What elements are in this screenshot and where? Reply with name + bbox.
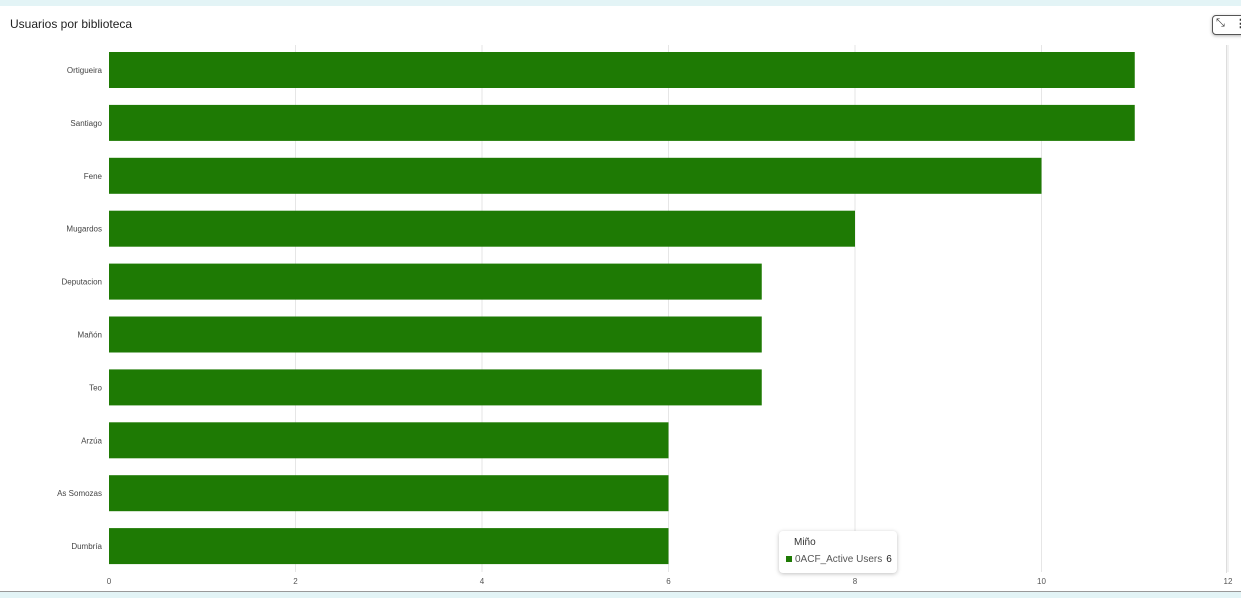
bar — [109, 104, 1135, 141]
more-vertical-icon[interactable]: ⋮ — [1235, 18, 1241, 30]
x-tick-label: 6 — [666, 577, 671, 586]
x-tick-label: 0 — [107, 577, 112, 586]
side-divider — [1226, 45, 1227, 573]
bar — [109, 263, 762, 300]
x-tick-label: 12 — [1224, 577, 1233, 586]
tooltip-row: 0ACF_Active Users 6 — [786, 554, 892, 565]
bar — [109, 316, 762, 353]
y-category-label: Ortigueira — [67, 66, 103, 75]
y-category-label: Deputacion — [62, 278, 102, 287]
bar — [109, 210, 855, 247]
bar — [109, 475, 669, 512]
y-category-label: Arzúa — [81, 436, 102, 445]
x-tick-label: 4 — [480, 577, 485, 586]
bar — [109, 157, 1042, 194]
y-category-label: Dumbría — [71, 542, 102, 551]
x-tick-label: 10 — [1037, 577, 1046, 586]
bar — [109, 369, 762, 406]
tooltip: Miño 0ACF_Active Users 6 — [779, 531, 897, 573]
y-category-label: As Somozas — [57, 489, 102, 498]
tooltip-title: Miño — [794, 537, 816, 548]
collapse-icon[interactable]: ⤡ — [1216, 17, 1225, 29]
bar — [109, 422, 669, 459]
legend-swatch — [786, 556, 792, 562]
bar — [109, 52, 1135, 88]
bottom-divider — [0, 591, 1241, 592]
y-category-label: Mugardos — [66, 225, 102, 234]
x-tick-label: 2 — [293, 577, 298, 586]
x-tick-label: 8 — [853, 577, 858, 586]
tooltip-value: 6 — [886, 554, 892, 565]
tooltip-series: 0ACF_Active Users — [795, 554, 883, 565]
y-category-label: Teo — [89, 383, 102, 392]
chart-toolbar: ⤡ ⋮ — [1212, 15, 1241, 35]
bar — [109, 528, 669, 565]
y-category-label: Santiago — [70, 119, 102, 128]
chart-title: Usuarios por biblioteca — [10, 17, 133, 31]
y-category-label: Mañón — [78, 331, 102, 340]
y-category-label: Fene — [84, 172, 103, 181]
